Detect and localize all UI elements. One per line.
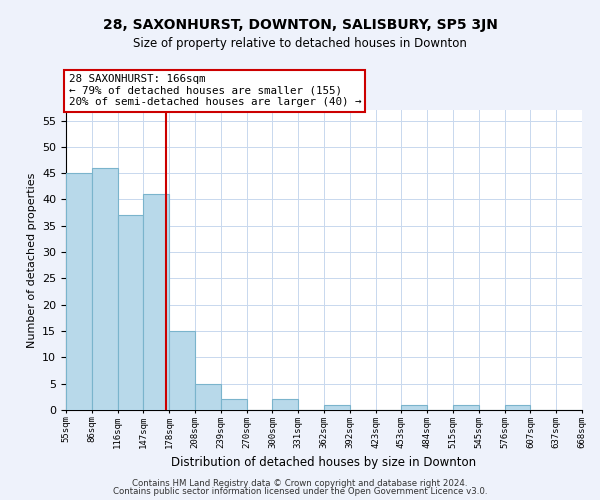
- Bar: [143, 194, 169, 410]
- Text: 28, SAXONHURST, DOWNTON, SALISBURY, SP5 3JN: 28, SAXONHURST, DOWNTON, SALISBURY, SP5 …: [103, 18, 497, 32]
- Bar: [272, 400, 298, 410]
- Bar: [453, 404, 479, 410]
- Bar: [505, 404, 530, 410]
- Bar: [401, 404, 427, 410]
- X-axis label: Distribution of detached houses by size in Downton: Distribution of detached houses by size …: [172, 456, 476, 469]
- Y-axis label: Number of detached properties: Number of detached properties: [26, 172, 37, 348]
- Bar: [169, 331, 195, 410]
- Text: Contains HM Land Registry data © Crown copyright and database right 2024.: Contains HM Land Registry data © Crown c…: [132, 478, 468, 488]
- Text: Contains public sector information licensed under the Open Government Licence v3: Contains public sector information licen…: [113, 487, 487, 496]
- Bar: [221, 400, 247, 410]
- Bar: [195, 384, 221, 410]
- Text: 28 SAXONHURST: 166sqm
← 79% of detached houses are smaller (155)
20% of semi-det: 28 SAXONHURST: 166sqm ← 79% of detached …: [68, 74, 361, 107]
- Bar: [66, 173, 92, 410]
- Bar: [118, 216, 143, 410]
- Bar: [324, 404, 350, 410]
- Text: Size of property relative to detached houses in Downton: Size of property relative to detached ho…: [133, 38, 467, 51]
- Bar: [92, 168, 118, 410]
